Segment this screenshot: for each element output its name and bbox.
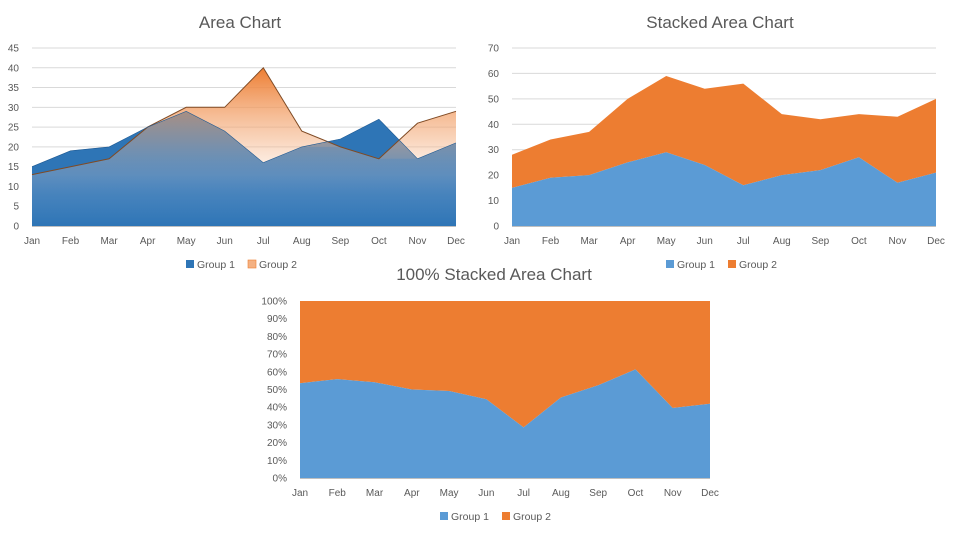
legend-label-group-1: Group 1: [677, 259, 715, 271]
legend-swatch-group-2: [728, 260, 736, 268]
x-tick-label: May: [657, 236, 676, 247]
x-tick-label: Jul: [737, 236, 750, 247]
y-tick-label: 35: [8, 83, 20, 94]
y-tick-label: 20: [8, 142, 20, 153]
x-tick-label: Sep: [811, 236, 829, 247]
y-tick-label: 10: [488, 196, 500, 207]
x-tick-label: Sep: [589, 488, 607, 499]
x-tick-label: Jan: [504, 236, 520, 247]
legend-label-group-1: Group 1: [197, 259, 235, 271]
y-tick-label: 30%: [267, 420, 287, 431]
y-tick-label: 90%: [267, 314, 287, 325]
x-tick-label: Jan: [292, 488, 308, 499]
legend-label-group-2: Group 2: [513, 511, 551, 523]
x-tick-label: Mar: [580, 236, 598, 247]
legend-swatch-group-1: [440, 512, 448, 520]
y-tick-label: 60%: [267, 367, 287, 378]
x-tick-label: Oct: [851, 236, 867, 247]
chart-title: Area Chart: [199, 13, 281, 32]
legend-label-group-2: Group 2: [259, 259, 297, 271]
x-tick-label: May: [440, 488, 459, 499]
series-overlap-shade: [32, 111, 456, 226]
series-area-group-2: [512, 76, 936, 188]
percent-stacked-area-chart: 100% Stacked Area Chart 0% 10% 20% 30% 40% 50%…: [261, 265, 718, 523]
x-tick-label: Mar: [100, 236, 118, 247]
chart-title: Stacked Area Chart: [646, 13, 794, 32]
y-tick-label: 25: [8, 123, 20, 134]
x-tick-label: Nov: [664, 488, 682, 499]
y-tick-label: 10%: [267, 456, 287, 467]
x-tick-label: Jan: [24, 236, 40, 247]
y-tick-label: 70: [488, 44, 500, 55]
x-tick-label: Aug: [552, 488, 570, 499]
x-tick-label: Feb: [62, 236, 80, 247]
y-tick-label: 15: [8, 162, 20, 173]
x-tick-label: Nov: [409, 236, 427, 247]
x-tick-label: Dec: [927, 236, 945, 247]
series-line-group-2: [31, 66, 457, 176]
y-tick-label: 80%: [267, 332, 287, 343]
x-tick-label: Jun: [478, 488, 494, 499]
y-tick-label: 40%: [267, 403, 287, 414]
x-tick-label: Oct: [628, 488, 644, 499]
y-tick-label: 40: [488, 120, 500, 131]
legend-swatch-group-1: [666, 260, 674, 268]
stacked-area-chart: Stacked Area Chart 0 10 20 30 40 50 60 70 Jan Feb M…: [488, 13, 945, 271]
legend-swatch-group-1: [186, 260, 194, 268]
legend-label-group-1: Group 1: [451, 511, 489, 523]
x-tick-label: Feb: [542, 236, 560, 247]
y-tick-label: 100%: [261, 297, 287, 308]
x-tick-label: Apr: [404, 488, 420, 499]
y-tick-label: 0: [13, 222, 19, 233]
y-tick-label: 10: [8, 182, 20, 193]
x-tick-label: Jun: [697, 236, 713, 247]
legend-label-group-2: Group 2: [739, 259, 777, 271]
y-tick-label: 30: [8, 103, 20, 114]
y-tick-label: 70%: [267, 350, 287, 361]
series-area-group-1: [300, 369, 710, 478]
x-tick-label: Oct: [371, 236, 387, 247]
series-area-group-2: [300, 301, 710, 428]
legend-swatch-group-2: [502, 512, 510, 520]
y-tick-label: 0: [493, 222, 499, 233]
y-tick-label: 20: [488, 171, 500, 182]
y-tick-label: 0%: [273, 474, 288, 485]
area-chart: Area Chart 0 5 10 15 20 25 30 35 40 45 Jan Feb Mar Apr…: [8, 13, 465, 271]
x-tick-label: Mar: [366, 488, 384, 499]
x-tick-label: Apr: [620, 236, 636, 247]
series-line-group-1: [31, 110, 457, 167]
y-tick-label: 20%: [267, 438, 287, 449]
x-tick-label: Nov: [889, 236, 907, 247]
y-tick-label: 45: [8, 44, 20, 55]
x-tick-label: Feb: [329, 488, 347, 499]
y-tick-label: 60: [488, 69, 500, 80]
x-tick-label: Apr: [140, 236, 156, 247]
series-area-group-1: [512, 152, 936, 226]
x-tick-label: Aug: [293, 236, 311, 247]
x-tick-label: Jul: [257, 236, 270, 247]
x-tick-label: Dec: [701, 488, 719, 499]
y-tick-label: 30: [488, 145, 500, 156]
y-tick-label: 5: [13, 202, 19, 213]
y-tick-label: 50: [488, 94, 500, 105]
x-tick-label: May: [177, 236, 196, 247]
y-tick-label: 40: [8, 63, 20, 74]
x-tick-label: Sep: [331, 236, 349, 247]
chart-title: 100% Stacked Area Chart: [396, 265, 592, 284]
x-tick-label: Dec: [447, 236, 465, 247]
x-tick-label: Aug: [773, 236, 791, 247]
x-tick-label: Jun: [217, 236, 233, 247]
y-tick-label: 50%: [267, 385, 287, 396]
legend-swatch-group-2: [247, 259, 257, 269]
x-tick-label: Jul: [517, 488, 530, 499]
